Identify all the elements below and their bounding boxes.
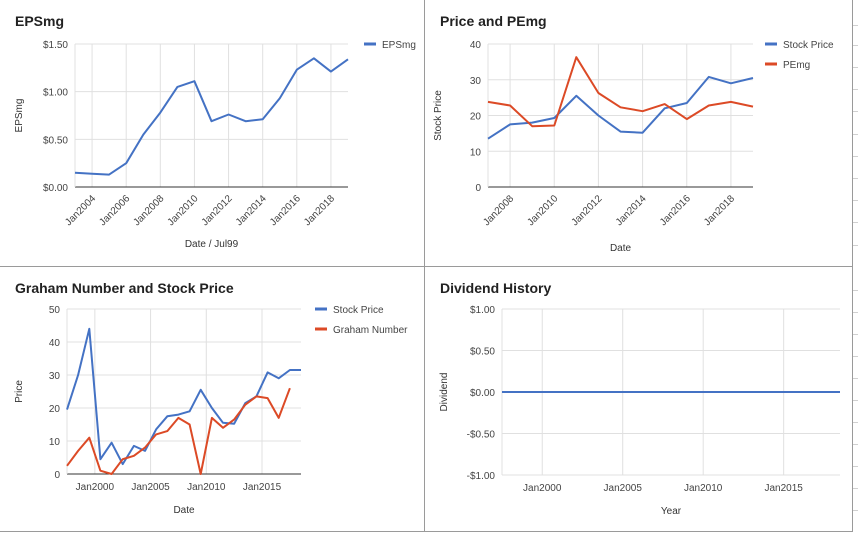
series-line-0 <box>487 75 754 140</box>
edge-gridline <box>853 444 858 445</box>
chart-title: Dividend History <box>440 280 551 296</box>
x-tick-label: Jan2016 <box>658 193 693 228</box>
x-tick-label: Jan2000 <box>523 483 562 494</box>
x-tick-label: Jan2010 <box>187 482 226 493</box>
y-tick-label: 0 <box>475 183 481 194</box>
legend-label: Stock Price <box>783 40 834 51</box>
x-tick-label: Jan2016 <box>268 193 303 228</box>
chart-panel-epsmg: EPSmg $0.00 $0.50 $1.00 $1.50 Jan2004 Jan2006 J… <box>0 0 425 267</box>
x-tick-label: Jan2012 <box>200 193 235 228</box>
chart-title: Graham Number and Stock Price <box>15 280 234 296</box>
y-axis-title: Dividend <box>439 373 450 412</box>
x-tick-label: Jan2014 <box>234 193 269 228</box>
y-tick-label: 30 <box>49 371 61 382</box>
x-tick-label: Jan2005 <box>131 482 170 493</box>
y-tick-label: 30 <box>470 76 482 87</box>
x-tick-label: Jan2015 <box>764 483 803 494</box>
edge-gridline <box>853 156 858 157</box>
x-axis-title: Date / Jul99 <box>185 239 239 250</box>
edge-gridline <box>853 334 858 335</box>
x-axis-title: Date <box>173 505 195 516</box>
edge-gridline <box>853 400 858 401</box>
y-tick-label: 10 <box>49 437 61 448</box>
edge-gridline <box>853 290 858 291</box>
y-tick-label: $1.00 <box>43 88 68 99</box>
c3-svg: Graham Number and Stock Price 0 10 20 30 40 50… <box>14 280 408 516</box>
y-axis-title: Price <box>14 380 25 403</box>
y-tick-label: -$1.00 <box>467 471 496 482</box>
y-tick-label: 40 <box>49 338 61 349</box>
y-tick-label: $0.50 <box>470 347 495 358</box>
c4-svg: Dividend History -$1.00 -$0.50 $0.00 $0.50 $1… <box>439 280 840 517</box>
legend-label: PEmg <box>783 60 810 71</box>
edge-gridline <box>853 312 858 313</box>
legend-label: Stock Price <box>333 305 384 316</box>
edge-gridline <box>853 510 858 511</box>
x-tick-label: Jan2010 <box>684 483 723 494</box>
edge-gridline <box>853 134 858 135</box>
y-axis-title: EPSmg <box>14 99 25 133</box>
y-tick-label: $1.00 <box>470 305 495 316</box>
x-tick-label: Jan2000 <box>76 482 115 493</box>
x-tick-label: Jan2010 <box>166 193 201 228</box>
edge-gridline <box>853 89 858 90</box>
edge-gridline <box>853 67 858 68</box>
edge-gridline <box>853 222 858 223</box>
chart-panel-graham: Graham Number and Stock Price 0 10 20 30 40 50… <box>0 267 425 531</box>
legend-label: EPSmg <box>382 40 416 51</box>
edge-gridline <box>853 488 858 489</box>
edge-gridline <box>853 178 858 179</box>
y-axis-title: Stock Price <box>433 90 444 141</box>
x-tick-label: Jan2008 <box>132 193 167 228</box>
y-tick-label: $0.00 <box>43 183 68 194</box>
chart-title: EPSmg <box>15 13 64 29</box>
x-tick-label: Jan2008 <box>481 193 516 228</box>
y-tick-label: 20 <box>49 404 61 415</box>
y-tick-label: 10 <box>470 147 482 158</box>
x-tick-label: Jan2006 <box>97 193 132 228</box>
edge-gridline <box>853 111 858 112</box>
series-line-0 <box>66 327 301 466</box>
y-tick-label: -$0.50 <box>467 430 496 441</box>
x-tick-label: Jan2010 <box>525 193 560 228</box>
chart-panel-dividend: Dividend History -$1.00 -$0.50 $0.00 $0.50 $1… <box>425 267 853 531</box>
edge-gridline <box>853 466 858 467</box>
x-tick-label: Jan2015 <box>243 482 282 493</box>
y-tick-label: $0.00 <box>470 388 495 399</box>
legend-label: Graham Number <box>333 325 408 336</box>
frame-divider <box>0 531 853 532</box>
edge-gridline <box>853 45 858 46</box>
edge-gridline <box>853 378 858 379</box>
right-edge-strip <box>853 0 858 538</box>
y-tick-label: 0 <box>54 470 60 481</box>
edge-gridline <box>853 25 858 26</box>
series-line-0 <box>74 57 349 176</box>
x-axis-title: Date <box>610 243 632 254</box>
y-tick-label: 20 <box>470 112 482 123</box>
chart-panel-price-pemg: Price and PEmg 0 10 20 30 40 Jan2008 Jan2010 Jan… <box>425 0 853 267</box>
series-line-1 <box>487 56 754 128</box>
chart-title: Price and PEmg <box>440 13 547 29</box>
y-tick-label: 50 <box>49 305 61 316</box>
edge-gridline <box>853 422 858 423</box>
x-tick-label: Jan2014 <box>614 193 649 228</box>
y-tick-label: 40 <box>470 40 482 51</box>
x-tick-label: Jan2012 <box>570 193 605 228</box>
x-tick-label: Jan2018 <box>702 193 737 228</box>
x-tick-label: Jan2018 <box>302 193 337 228</box>
x-tick-label: Jan2004 <box>63 193 98 228</box>
series-line-1 <box>66 387 291 475</box>
edge-gridline <box>853 356 858 357</box>
edge-gridline <box>853 200 858 201</box>
y-tick-label: $0.50 <box>43 135 68 146</box>
c2-svg: Price and PEmg 0 10 20 30 40 Jan2008 Jan2010 Jan… <box>433 13 834 254</box>
x-axis-title: Year <box>661 506 682 517</box>
edge-gridline <box>853 245 858 246</box>
x-tick-label: Jan2005 <box>604 483 643 494</box>
y-tick-label: $1.50 <box>43 40 68 51</box>
